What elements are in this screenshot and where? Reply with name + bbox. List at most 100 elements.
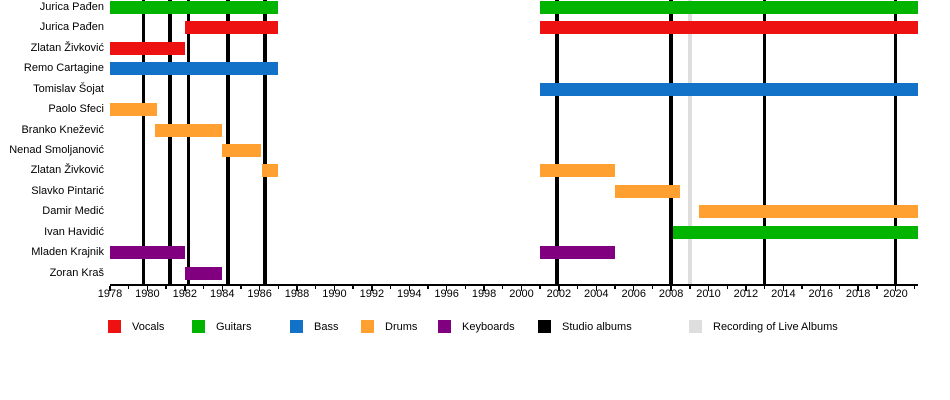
x-axis-minor-tick (838, 285, 841, 289)
x-axis-tick-label: 2006 (621, 288, 646, 300)
x-axis-tick-label: 1980 (135, 288, 160, 300)
x-axis-minor-tick (427, 285, 429, 289)
x-axis-tick-label: 1984 (209, 288, 235, 300)
legend-swatch (192, 320, 205, 333)
x-axis-major-tick (894, 285, 897, 291)
legend-item: Vocals (108, 320, 164, 333)
studio-album-line (762, 0, 767, 284)
studio-album-line (141, 0, 146, 284)
member-label: Nenad Smoljanović (9, 144, 104, 156)
member-label: Remo Cartagine (23, 62, 104, 75)
x-axis-minor-tick (240, 285, 242, 289)
legend-swatch (361, 320, 374, 333)
legend-swatch (108, 320, 121, 333)
x-axis-tick-label: 1992 (359, 288, 385, 300)
legend-swatch (689, 320, 702, 333)
x-axis-major-tick (520, 285, 523, 291)
x-axis-minor-tick (726, 285, 728, 289)
x-axis-tick-label: 1978 (97, 288, 123, 300)
x-axis-minor-tick (165, 285, 167, 289)
x-axis-minor-tick (352, 285, 354, 289)
x-axis-line (110, 284, 918, 286)
x-axis-minor-tick (539, 285, 541, 289)
legend-label: Studio albums (562, 320, 632, 333)
x-axis-major-tick (595, 285, 597, 291)
x-axis-major-tick (333, 285, 336, 291)
timeline-bar (261, 164, 279, 178)
studio-album-line (226, 0, 230, 284)
x-axis-major-tick (558, 285, 560, 291)
member-label: Damir Medić (42, 205, 104, 218)
x-axis-major-tick (820, 285, 822, 291)
member-label: Tomislav Šojat (33, 82, 104, 95)
x-axis-tick-label: 2002 (546, 288, 572, 300)
x-axis-tick-label: 2008 (658, 288, 684, 300)
member-label: Branko Knežević (21, 123, 104, 136)
studio-album-line (555, 0, 559, 284)
legend-item: Bass (290, 320, 338, 333)
x-axis-minor-tick (801, 285, 803, 289)
member-label: Zlatan Živković (30, 164, 104, 177)
timeline-bar (540, 246, 615, 260)
x-axis-major-tick (857, 285, 859, 291)
x-axis-minor-tick (202, 285, 205, 289)
member-label: Zoran Kraš (49, 266, 104, 279)
x-axis-tick-label: 1982 (172, 288, 198, 300)
x-axis-major-tick (371, 285, 373, 291)
x-axis-major-tick (483, 285, 485, 291)
x-axis-major-tick (221, 285, 223, 291)
legend-item: Keyboards (438, 320, 515, 333)
x-axis-minor-tick (315, 285, 317, 289)
timeline-bar (110, 41, 185, 55)
timeline-bar (540, 164, 615, 178)
x-axis-minor-tick (576, 285, 579, 289)
x-axis-tick-label: 1996 (434, 288, 459, 300)
timeline-bar (110, 62, 279, 76)
legend-swatch (438, 320, 451, 333)
member-label: Ivan Havidić (44, 225, 104, 238)
live-recording-line (688, 0, 692, 284)
x-axis-minor-tick (277, 285, 280, 289)
x-axis-minor-tick (763, 285, 766, 289)
member-label: Zlatan Živković (30, 41, 104, 54)
x-axis-tick-label: 2010 (696, 288, 721, 300)
legend-label: Guitars (216, 320, 252, 333)
x-axis-major-tick (109, 285, 111, 291)
x-axis-tick-label: 2004 (584, 288, 609, 300)
x-axis-minor-tick (614, 285, 616, 289)
timeline-bar (184, 21, 279, 35)
x-axis-tick-label: 2018 (845, 288, 871, 300)
x-axis-minor-tick (689, 285, 691, 289)
x-axis-minor-tick (876, 285, 878, 289)
timeline-bar (154, 123, 223, 137)
studio-album-line (168, 0, 172, 284)
studio-album-line (263, 0, 268, 284)
timeline-bar (699, 205, 918, 219)
x-axis-tick-label: 2016 (808, 288, 833, 300)
x-axis-major-tick (408, 285, 410, 291)
legend-label: Vocals (132, 320, 165, 333)
legend-item: Studio albums (538, 320, 632, 333)
timeline-bar (110, 246, 185, 260)
timeline-bar (540, 82, 918, 96)
x-axis-tick-label: 1998 (471, 288, 497, 300)
x-axis-minor-tick (128, 285, 130, 289)
legend-label: Bass (314, 320, 339, 333)
x-axis-major-tick (258, 285, 261, 291)
x-axis-major-tick (296, 285, 298, 291)
timeline-bar (110, 103, 157, 117)
x-axis-major-tick (184, 285, 186, 291)
studio-album-line (893, 0, 898, 284)
timeline-bar (540, 21, 918, 35)
x-axis-major-tick (707, 285, 710, 291)
timeline-bar (615, 184, 680, 198)
x-axis-tick-label: 2000 (509, 288, 534, 300)
legend-item: Recording of Live Albums (689, 320, 838, 333)
member-label: Paolo Sfeci (48, 103, 104, 116)
x-axis-major-tick (146, 285, 149, 291)
x-axis-major-tick (745, 285, 747, 291)
timeline-bar (110, 1, 279, 14)
legend-swatch (538, 320, 551, 333)
timeline-bar (184, 266, 223, 280)
